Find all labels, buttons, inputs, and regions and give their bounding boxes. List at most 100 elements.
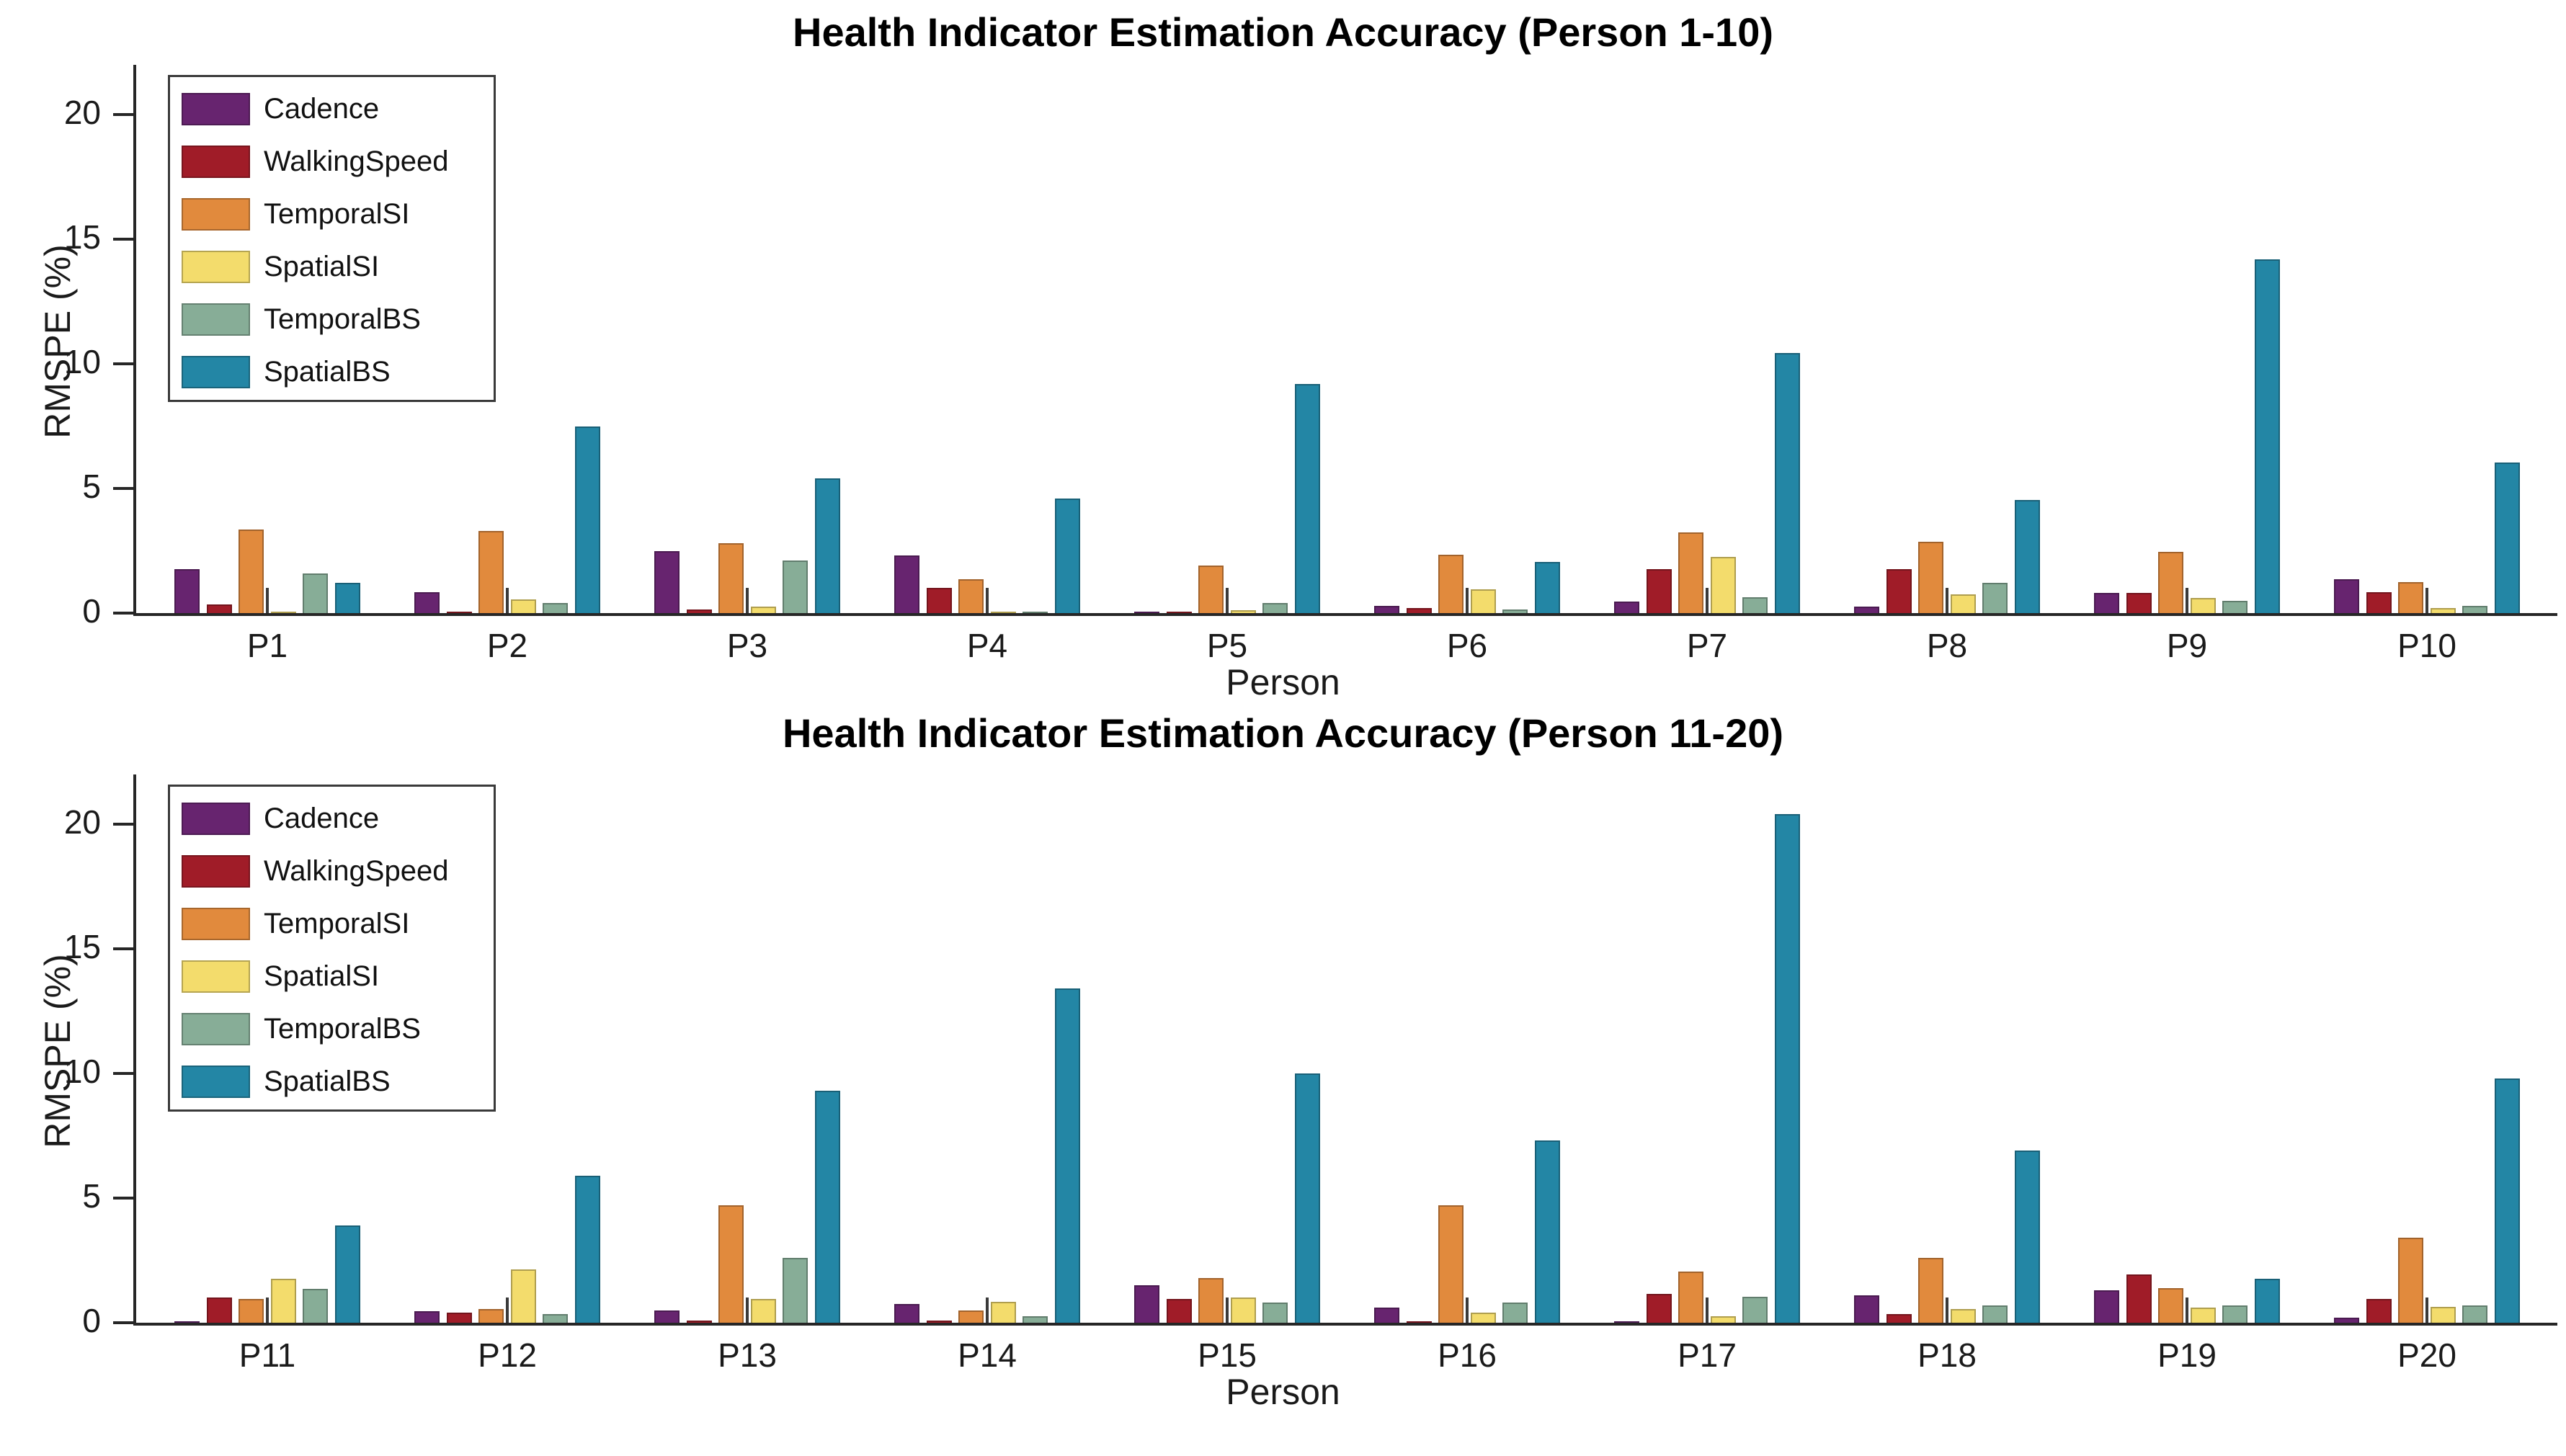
x-axis-tick-label-p8: P8	[1926, 627, 1968, 664]
bar-spatialsi-p15	[1230, 1298, 1256, 1323]
legend-swatch-walkingspeed-icon	[182, 855, 250, 888]
marker-line-p4	[986, 588, 989, 613]
bar-cadence-p6	[1374, 605, 1400, 613]
bar-cadence-p10	[2334, 579, 2360, 613]
bar-walkingspeed-p9	[2126, 593, 2152, 613]
bar-cadence-p12	[414, 1311, 440, 1323]
bar-spatialsi-p16	[1470, 1313, 1496, 1323]
legend-item-spatialsi: SpatialSI	[170, 950, 494, 1003]
bar-walkingspeed-p4	[926, 588, 952, 613]
bar-spatialsi-p7	[1710, 557, 1736, 613]
bar-spatialbs-p13	[814, 1091, 840, 1323]
bar-temporalbs-p20	[2462, 1305, 2488, 1323]
legend-swatch-spatialbs-icon	[182, 1066, 250, 1098]
bar-temporalbs-p13	[783, 1258, 808, 1323]
bar-spatialbs-p8	[2014, 499, 2040, 613]
bar-spatialbs-p18	[2014, 1151, 2040, 1323]
y-axis-tick	[113, 947, 133, 951]
bar-temporalsi-p5	[1198, 566, 1224, 613]
bar-cadence-p2	[414, 591, 440, 613]
x-axis-tick-label-p11: P11	[239, 1336, 296, 1374]
bar-cadence-p1	[174, 569, 200, 613]
x-axis-tick-label-p14: P14	[958, 1336, 1017, 1374]
y-axis-tick-label: 20	[63, 94, 101, 132]
x-axis-tick-label-p12: P12	[478, 1336, 537, 1374]
bar-temporalbs-p8	[1982, 583, 2008, 613]
bar-spatialbs-p4	[1054, 498, 1080, 613]
marker-line-p7	[1706, 588, 1709, 613]
bar-spatialsi-p20	[2430, 1306, 2456, 1323]
bar-walkingspeed-p17	[1646, 1294, 1672, 1323]
legend-swatch-spatialsi-icon	[182, 960, 250, 993]
legend-box: Cadence WalkingSpeed TemporalSI SpatialSI Te…	[168, 785, 496, 1112]
legend-label-spatialsi: SpatialSI	[264, 960, 380, 992]
bar-walkingspeed-p10	[2366, 591, 2392, 613]
bottom-chart-title: Health Indicator Estimation Accuracy (Pe…	[782, 710, 1784, 756]
legend-item-walkingspeed: WalkingSpeed	[170, 845, 494, 898]
legend-swatch-cadence-icon	[182, 803, 250, 835]
bar-temporalsi-p7	[1678, 532, 1704, 613]
legend-label-temporalsi: TemporalSI	[264, 908, 410, 939]
bar-spatialsi-p13	[750, 1299, 776, 1323]
bar-temporalsi-p14	[958, 1310, 984, 1323]
bar-temporalsi-p10	[2398, 581, 2424, 613]
bar-temporalbs-p4	[1023, 612, 1048, 613]
marker-line-p2	[506, 588, 509, 613]
x-axis-tick-label-p15: P15	[1198, 1336, 1257, 1374]
x-axis-tick-label-p20: P20	[2397, 1336, 2456, 1374]
legend-item-spatialsi: SpatialSI	[170, 241, 494, 293]
bar-cadence-p8	[1854, 607, 1880, 613]
bar-spatialbs-p7	[1774, 352, 1800, 613]
x-axis-tick-label-p13: P13	[718, 1336, 777, 1374]
y-axis-tick	[113, 487, 133, 491]
marker-line-p12	[506, 1298, 509, 1323]
y-axis-tick	[113, 1197, 133, 1200]
x-axis-tick-label-p3: P3	[726, 627, 768, 664]
x-axis-tick-label-p5: P5	[1206, 627, 1248, 664]
bar-temporalbs-p19	[2222, 1305, 2248, 1323]
bar-spatialsi-p17	[1710, 1316, 1736, 1323]
bar-spatialbs-p17	[1774, 814, 1800, 1323]
marker-line-p5	[1226, 588, 1229, 613]
bar-cadence-p5	[1134, 612, 1160, 613]
bar-cadence-p16	[1374, 1308, 1400, 1323]
x-axis-tick-label-p16: P16	[1438, 1336, 1497, 1374]
bar-cadence-p18	[1854, 1295, 1880, 1323]
legend-item-cadence: Cadence	[170, 792, 494, 845]
marker-line-p17	[1706, 1298, 1709, 1323]
legend-label-walkingspeed: WalkingSpeed	[264, 146, 449, 177]
legend-swatch-temporalbs-icon	[182, 303, 250, 336]
legend-label-spatialbs: SpatialBS	[264, 356, 391, 388]
bar-spatialbs-p3	[814, 478, 840, 613]
legend-item-walkingspeed: WalkingSpeed	[170, 135, 494, 188]
bar-temporalbs-p10	[2462, 605, 2488, 613]
bar-temporalsi-p11	[239, 1299, 264, 1323]
y-axis-tick	[113, 1321, 133, 1324]
marker-line-p3	[746, 588, 749, 613]
x-axis-tick-label-p18: P18	[1917, 1336, 1977, 1374]
bar-spatialsi-p12	[510, 1269, 536, 1323]
bar-temporalbs-p9	[2222, 600, 2248, 613]
bar-spatialbs-p2	[574, 426, 600, 613]
marker-line-p11	[266, 1298, 269, 1323]
bottom-chart-plot-area	[133, 774, 2557, 1326]
bar-walkingspeed-p5	[1166, 612, 1192, 613]
bar-temporalsi-p13	[718, 1205, 744, 1323]
bar-temporalbs-p18	[1982, 1305, 2008, 1323]
bar-walkingspeed-p1	[206, 604, 232, 613]
legend-swatch-spatialbs-icon	[182, 356, 250, 388]
bar-spatialbs-p10	[2494, 462, 2520, 613]
bar-temporalbs-p15	[1262, 1303, 1288, 1323]
legend-swatch-temporalsi-icon	[182, 908, 250, 940]
bar-spatialbs-p11	[334, 1225, 360, 1323]
marker-line-p19	[2186, 1298, 2188, 1323]
x-axis-tick-label-p1: P1	[246, 627, 288, 664]
bar-temporalsi-p17	[1678, 1272, 1704, 1323]
bar-temporalsi-p8	[1918, 542, 1944, 613]
bar-walkingspeed-p14	[926, 1320, 952, 1323]
y-axis-tick-label: 5	[82, 1177, 101, 1215]
bar-temporalsi-p6	[1438, 554, 1464, 613]
bar-temporalbs-p5	[1262, 603, 1288, 613]
bar-temporalbs-p3	[783, 560, 808, 613]
